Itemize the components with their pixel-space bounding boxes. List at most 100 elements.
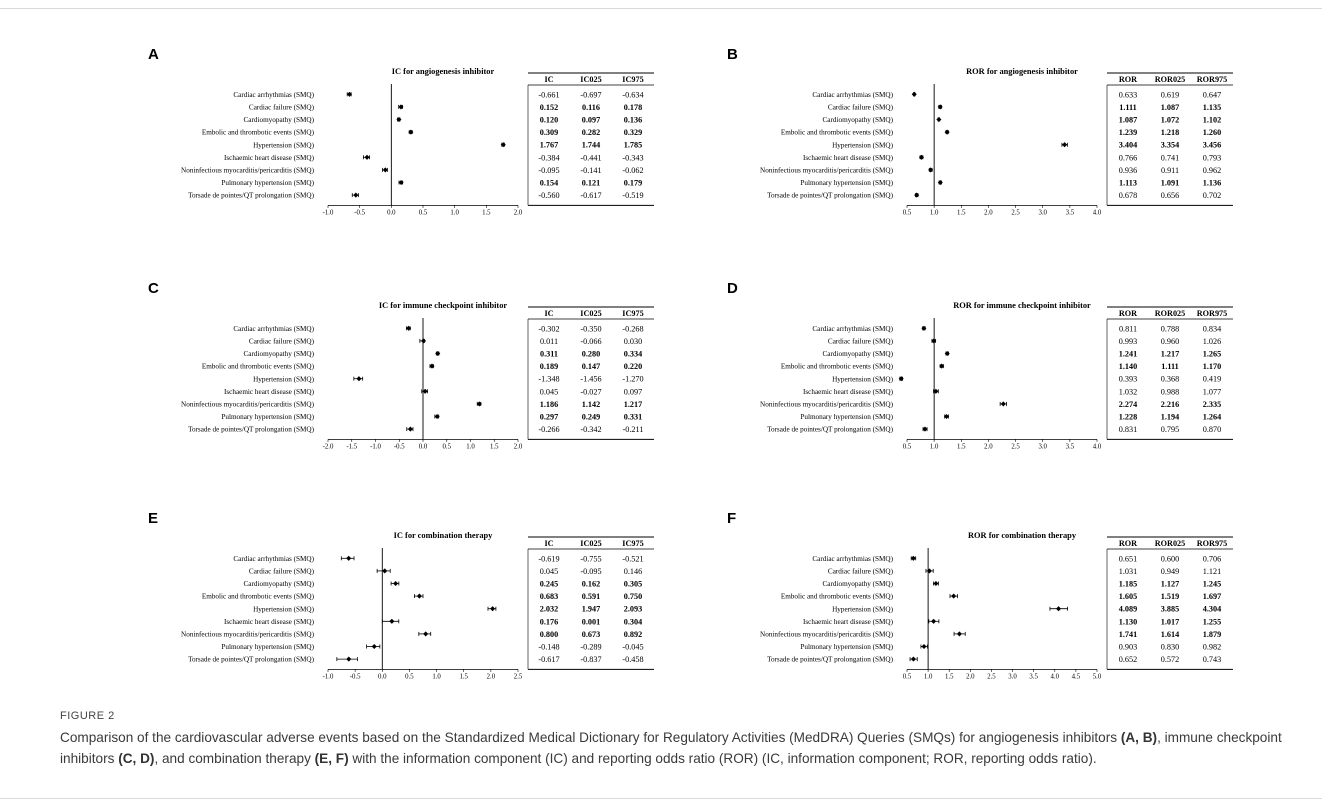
- table-cell: 1.947: [582, 605, 600, 614]
- point-estimate: [956, 631, 962, 637]
- table-cell: 0.116: [582, 103, 600, 112]
- x-tick-label: 0.0: [378, 673, 387, 680]
- table-cell: 0.147: [582, 362, 600, 371]
- caption-panel-ref: (A, B): [1120, 730, 1158, 745]
- table-cell: 1.121: [1203, 567, 1221, 576]
- category-label: Ischaemic heart disease (SMQ): [803, 388, 894, 396]
- table-cell: 3.404: [1119, 141, 1137, 150]
- table-cell: 1.879: [1203, 630, 1221, 639]
- table-cell: 1.140: [1119, 362, 1137, 371]
- category-label: Hypertension (SMQ): [832, 375, 893, 383]
- table-cell: 2.335: [1203, 400, 1221, 409]
- category-label: Cardiomyopathy (SMQ): [244, 580, 315, 588]
- category-label: Embolic and thrombotic events (SMQ): [781, 129, 894, 137]
- table-cell: -0.384: [538, 153, 559, 162]
- x-tick-label: 1.5: [957, 209, 966, 216]
- panel-letter: D: [727, 280, 738, 297]
- x-tick-label: 1.5: [459, 673, 468, 680]
- point-estimate: [398, 104, 404, 110]
- table-cell: 0.220: [624, 362, 642, 371]
- x-tick-label: 1.0: [450, 209, 459, 216]
- table-cell: -0.458: [622, 655, 643, 664]
- table-cell: 1.185: [1119, 580, 1137, 589]
- plot-title: IC for immune checkpoint inhibitor: [379, 301, 508, 310]
- table-cell: 0.811: [1119, 324, 1137, 333]
- x-tick-label: -2.0: [323, 443, 334, 450]
- table-cell: 1.605: [1119, 592, 1137, 601]
- table-cell: -1.348: [538, 375, 559, 384]
- category-label: Cardiac arrhythmias (SMQ): [812, 91, 893, 99]
- category-label: Cardiomyopathy (SMQ): [823, 580, 894, 588]
- category-label: Cardiac failure (SMQ): [828, 568, 894, 576]
- panel-letter: E: [148, 510, 159, 527]
- table-cell: 0.368: [1161, 375, 1179, 384]
- caption-panel-ref: (C, D): [118, 751, 155, 766]
- x-tick-label: 1.0: [466, 443, 475, 450]
- table-cell: -0.148: [538, 643, 559, 652]
- table-cell: 0.154: [540, 179, 558, 188]
- table-cell: 0.750: [624, 592, 642, 601]
- table-cell: 0.656: [1161, 191, 1179, 200]
- table-cell: 0.982: [1203, 643, 1221, 652]
- table-cell: 0.030: [624, 337, 642, 346]
- table-cell: 1.077: [1203, 387, 1221, 396]
- table-cell: 0.960: [1161, 337, 1179, 346]
- caption-text: Comparison of the cardiovascular adverse…: [60, 730, 1282, 766]
- table-cell: 0.962: [1203, 166, 1221, 175]
- table-cell: 1.260: [1203, 128, 1221, 137]
- table-cell: 0.830: [1161, 643, 1179, 652]
- category-label: Cardiac arrhythmias (SMQ): [233, 91, 314, 99]
- table-cell: -0.343: [622, 153, 643, 162]
- table-cell: 2.032: [540, 605, 558, 614]
- caption-part: with the information component (IC) and …: [348, 751, 1097, 766]
- table-cell: 1.255: [1203, 617, 1221, 626]
- table-cell: -0.617: [538, 655, 559, 664]
- table-cell: -0.302: [538, 324, 559, 333]
- table-cell: -0.617: [580, 191, 601, 200]
- category-label: Torsade de pointes/QT prolongation (SMQ): [188, 656, 315, 664]
- table-cell: 0.706: [1203, 554, 1221, 563]
- table-cell: 0.903: [1119, 643, 1137, 652]
- table-cell: 0.331: [624, 413, 642, 422]
- caption-part: , immune checkpoint inhibitors: [60, 730, 1282, 766]
- point-estimate: [389, 618, 395, 624]
- table-cell: 0.249: [582, 413, 600, 422]
- point-estimate: [393, 580, 399, 587]
- figure-caption: FIGURE 2 Comparison of the cardiovascula…: [60, 710, 1290, 769]
- table-cell: 0.647: [1203, 90, 1221, 99]
- point-estimate: [416, 593, 422, 599]
- point-estimate: [346, 555, 352, 561]
- point-estimate: [921, 643, 927, 650]
- table-cell: 0.702: [1203, 191, 1221, 200]
- x-tick-label: 3.5: [1066, 443, 1075, 450]
- point-estimate: [371, 643, 377, 650]
- point-estimate: [420, 338, 427, 344]
- x-tick-label: 0.5: [405, 673, 414, 680]
- point-estimate: [926, 568, 932, 574]
- category-label: Noninfectious myocarditis/pericarditis (…: [181, 401, 315, 409]
- panel-E: E IC for combination therapy Cardiac arrh…: [148, 510, 708, 685]
- table-header: ROR025: [1155, 309, 1185, 318]
- x-tick-label: 0.0: [387, 209, 396, 216]
- point-estimate: [353, 192, 359, 198]
- table-cell: 3.354: [1161, 141, 1179, 150]
- x-tick-label: 5.0: [1093, 673, 1102, 680]
- caption-panel-ref: (E, F): [314, 751, 349, 766]
- table-cell: 0.870: [1203, 425, 1221, 434]
- table-cell: -1.456: [580, 375, 601, 384]
- table-cell: 1.217: [624, 400, 642, 409]
- point-estimate: [356, 376, 362, 382]
- table-cell: 0.097: [624, 387, 642, 396]
- frame-top-rule: [0, 8, 1322, 9]
- table-cell: 0.800: [540, 630, 558, 639]
- category-label: Ischaemic heart disease (SMQ): [224, 154, 315, 162]
- panel-C: C IC for immune checkpoint inhibitor Card…: [148, 280, 708, 455]
- table-header: IC975: [622, 75, 643, 84]
- table-cell: 1.072: [1161, 116, 1179, 125]
- table-cell: 0.936: [1119, 166, 1137, 175]
- table-cell: 1.217: [1161, 350, 1179, 359]
- table-cell: 0.988: [1161, 387, 1179, 396]
- table-cell: -0.268: [622, 324, 643, 333]
- x-tick-label: 3.0: [1008, 673, 1017, 680]
- point-estimate: [918, 154, 924, 160]
